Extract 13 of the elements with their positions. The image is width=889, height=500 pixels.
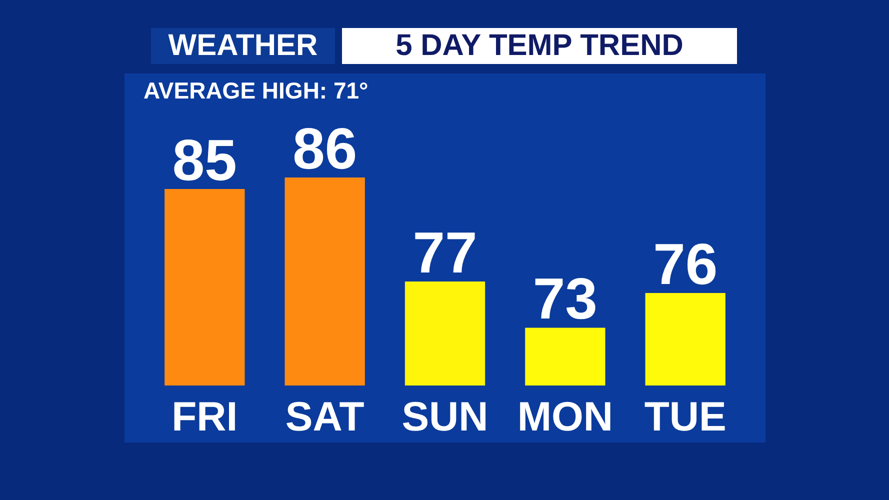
x-tick-label: SUN xyxy=(402,394,488,440)
data-label: 85 xyxy=(172,128,237,194)
chart-title: WEATHER xyxy=(151,28,335,64)
x-tick-label: TUE xyxy=(644,394,726,440)
chart-subtitle: 5 DAY TEMP TREND xyxy=(342,28,737,64)
x-tick-label: FRI xyxy=(172,394,238,440)
x-tick-label: SAT xyxy=(285,394,364,440)
data-label: 77 xyxy=(412,220,478,286)
x-tick-label: MON xyxy=(517,394,613,440)
data-label: 76 xyxy=(653,232,718,298)
annotation: AVERAGE HIGH: 71° xyxy=(144,78,368,104)
data-label: 73 xyxy=(532,266,598,332)
data-label: 86 xyxy=(292,116,358,182)
